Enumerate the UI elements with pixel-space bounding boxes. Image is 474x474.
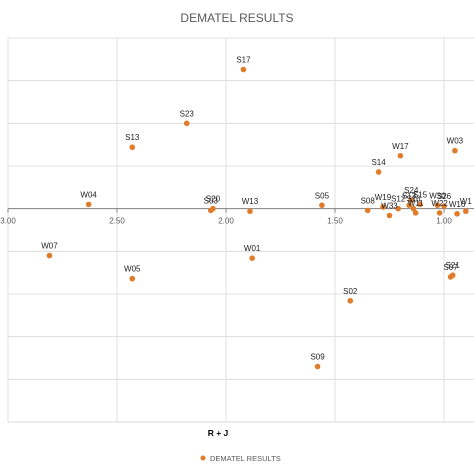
data-point	[375, 169, 382, 175]
x-axis-label: R + J	[208, 428, 229, 438]
data-point-label: S16	[406, 195, 421, 204]
data-point	[412, 210, 419, 216]
data-points	[46, 66, 469, 370]
data-point-label: S14	[371, 158, 386, 167]
data-point-label: W30	[429, 191, 446, 200]
x-tick-label: 1.00	[436, 217, 452, 226]
data-point	[441, 203, 447, 209]
data-point-label: S23	[180, 109, 195, 118]
data-point	[454, 210, 460, 217]
data-point-label: S13	[125, 133, 140, 142]
data-point	[364, 207, 371, 214]
gridlines	[7, 37, 474, 423]
legend: DEMATEL RESULTS	[200, 454, 281, 463]
data-point-label: S05	[315, 191, 330, 200]
data-point-label: S09	[310, 353, 325, 362]
data-point-label: S26	[437, 192, 452, 201]
data-point-label: W16	[449, 200, 466, 209]
data-point	[434, 202, 441, 209]
data-point	[452, 147, 458, 154]
data-point	[183, 120, 190, 127]
data-point-label: S03	[204, 196, 219, 205]
data-point	[240, 66, 247, 73]
data-point-label: W13	[242, 197, 259, 206]
data-point-label: S08	[361, 196, 376, 205]
x-tick-label: 2.50	[109, 217, 125, 226]
data-point	[417, 201, 423, 208]
data-point-label: S13	[402, 191, 417, 200]
data-point-label: W04	[80, 190, 97, 199]
x-tick-label: 2.00	[218, 217, 234, 226]
data-point	[249, 255, 255, 261]
data-point-label: S12	[391, 195, 406, 204]
data-point	[314, 363, 321, 370]
data-point-label: S21	[446, 261, 461, 270]
data-point	[436, 210, 443, 216]
data-point-label: W33	[381, 201, 398, 210]
data-point	[85, 201, 92, 208]
data-point-label: S02	[343, 287, 358, 296]
data-point-label: W17	[392, 142, 409, 151]
data-point	[347, 298, 354, 304]
data-point-label: S17	[236, 56, 251, 65]
data-point-label: W1	[460, 197, 473, 206]
data-point-label: W01	[244, 244, 261, 253]
legend-marker	[200, 455, 206, 461]
data-point-label: W22	[431, 199, 448, 208]
data-point	[406, 202, 412, 209]
data-point	[395, 205, 402, 212]
legend-label: DEMATEL RESULTS	[210, 454, 281, 463]
data-point-label: W07	[41, 242, 58, 251]
data-point	[380, 204, 386, 210]
data-point	[386, 212, 393, 219]
data-point-label: W03	[447, 137, 464, 146]
data-point-label: W19	[375, 193, 392, 202]
data-point-label: S07	[443, 263, 458, 272]
data-point	[463, 208, 469, 215]
data-point-label: W05	[124, 265, 141, 274]
data-point	[207, 207, 214, 214]
data-point-label: S20	[206, 195, 221, 204]
data-point	[129, 144, 136, 151]
data-point	[410, 205, 417, 212]
data-point-label: S15	[413, 190, 428, 199]
data-point	[247, 208, 253, 215]
x-tick-label: 3.00	[0, 217, 16, 226]
data-point	[46, 252, 53, 259]
data-point	[129, 275, 136, 282]
x-tick-labels: 3.00 2.50 2.00 1.50 1.00	[0, 217, 452, 226]
x-tick-label: 1.50	[327, 217, 343, 226]
data-point	[397, 152, 404, 159]
data-point	[319, 202, 325, 209]
data-point-label: S24	[404, 186, 419, 195]
data-point	[408, 197, 415, 203]
data-point-label: W11	[408, 199, 424, 208]
data-point	[449, 272, 456, 279]
chart-title: DEMATEL RESULTS	[180, 11, 293, 25]
